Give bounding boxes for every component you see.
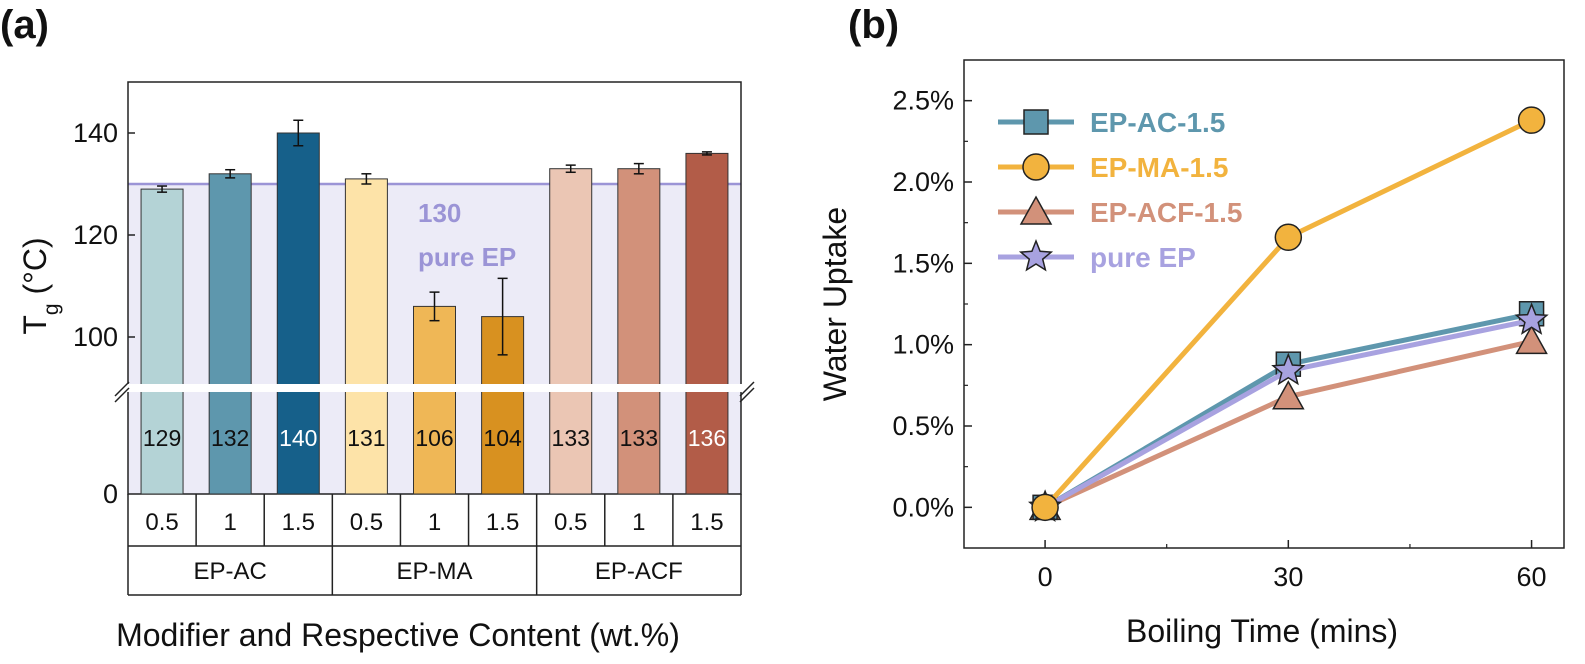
x-axis-title: Boiling Time (mins): [1126, 613, 1398, 649]
legend-label: pure EP: [1090, 242, 1196, 273]
bar-value-label: 129: [143, 425, 181, 451]
axis-break-mark-right: [739, 381, 755, 397]
legend-entry: EP-AC-1.5: [998, 107, 1225, 138]
y-tick-label: 120: [73, 220, 118, 250]
data-point: [1514, 302, 1549, 335]
axis-break-mark-left: [114, 381, 130, 397]
data-point: [1272, 380, 1305, 410]
series-line: [1043, 317, 1533, 510]
y-axis-title-sub: g: [40, 303, 63, 315]
content-label: 1.5: [486, 509, 519, 536]
y-axis-title-unit: (°C): [17, 237, 53, 303]
bar: [413, 305, 456, 495]
content-label: 0.5: [350, 509, 383, 536]
legend-label: EP-ACF-1.5: [1090, 197, 1242, 228]
bar: [276, 132, 320, 495]
y-axis-title: Tg (°C): [17, 237, 63, 334]
x-tick-label: 0: [1038, 562, 1053, 592]
bar: [344, 178, 388, 495]
y-tick-label: 140: [73, 118, 118, 148]
content-label: 1: [632, 509, 645, 536]
y-tick-label: 2.0%: [892, 167, 954, 197]
bar-value-label: 132: [211, 425, 249, 451]
bar: [685, 152, 729, 495]
content-label: 0.5: [145, 509, 178, 536]
axis-break-mark-right: [739, 387, 755, 403]
legend-marker: [1018, 238, 1054, 272]
x-tick-label: 30: [1273, 562, 1303, 592]
y-tick-label: 100: [73, 322, 118, 352]
content-label: 1.5: [690, 509, 723, 536]
bar-value-label: 140: [279, 425, 317, 451]
content-label: 1.5: [282, 509, 315, 536]
legend-entry: EP-ACF-1.5: [998, 195, 1242, 228]
y-axis-title-main: T: [17, 315, 53, 335]
bar-value-label: 133: [552, 425, 590, 451]
series-ep-ma-1-5: [1031, 106, 1546, 522]
legend-entry: EP-MA-1.5: [998, 152, 1228, 183]
legend-marker: [1019, 195, 1053, 225]
group-label: EP-MA: [396, 558, 472, 585]
y-tick-label: 0.0%: [892, 492, 954, 522]
reference-label: pure EP: [418, 242, 516, 272]
y-tick-label: 0: [103, 479, 118, 509]
y-axis-title: Water Uptake: [817, 207, 853, 401]
y-tick-label: 1.5%: [892, 248, 954, 278]
content-label: 0.5: [554, 509, 587, 536]
legend-label: EP-MA-1.5: [1090, 152, 1228, 183]
data-point: [1274, 223, 1303, 252]
series-line: [1043, 311, 1533, 510]
series-pure-ep: [1027, 302, 1549, 522]
line-chart-water-uptake: 0.0% 0.5% 1.0% 1.5% 2.0% 2.5% 0 30 60 Boiling Tim…: [817, 59, 1565, 649]
y-tick-label: 2.5%: [892, 86, 954, 116]
legend-marker: [1022, 153, 1050, 181]
axis-break-mark-left: [114, 387, 130, 403]
bar: [208, 173, 252, 495]
bar-value-label: 136: [688, 425, 726, 451]
x-tick-label: 60: [1517, 562, 1547, 592]
bar-value-label: 131: [347, 425, 385, 451]
data-point: [1517, 106, 1546, 134]
reference-value: 130: [418, 198, 461, 228]
bar-value-label: 106: [415, 425, 453, 451]
data-point: [1031, 493, 1059, 522]
panel-label-a: (a): [0, 3, 49, 47]
legend-label: EP-AC-1.5: [1090, 107, 1225, 138]
bar: [549, 168, 593, 495]
axis-break-gap: [120, 384, 749, 392]
y-tick-label: 1.0%: [892, 330, 954, 360]
plot-frame-b: [963, 59, 1565, 549]
bar-value-label: 133: [620, 425, 658, 451]
content-label: 1: [428, 509, 441, 536]
data-point: [1271, 352, 1306, 386]
legend-marker: [1023, 109, 1049, 135]
group-label: EP-AC: [193, 558, 266, 585]
content-label: 1: [223, 509, 236, 536]
bar: [140, 188, 184, 495]
legend-entry: pure EP: [998, 238, 1196, 273]
panel-label-b: (b): [848, 3, 899, 47]
x-axis-title: Modifier and Respective Content (wt.%): [116, 617, 680, 653]
bar-value-label: 104: [483, 425, 522, 451]
data-point: [1515, 324, 1548, 355]
y-tick-label: 0.5%: [892, 411, 954, 441]
group-label: EP-ACF: [595, 558, 683, 585]
